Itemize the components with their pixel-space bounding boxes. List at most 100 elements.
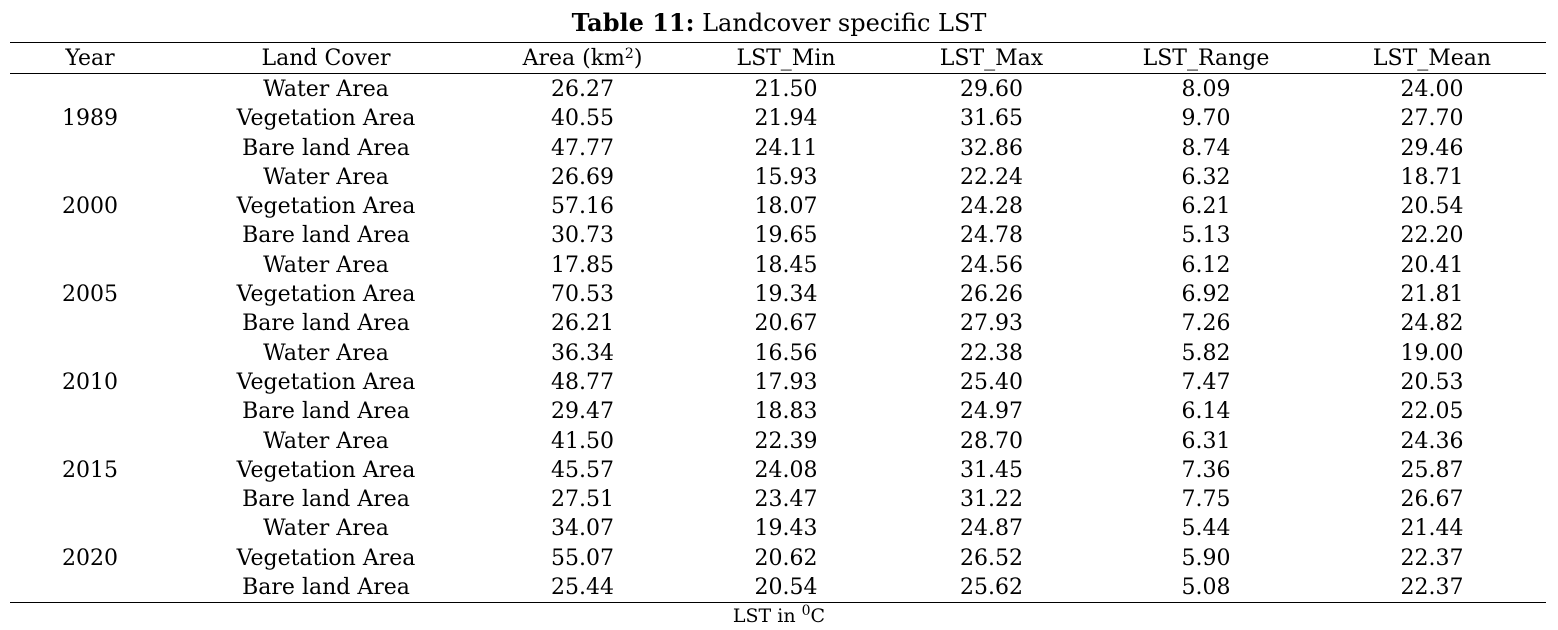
cell-area: 70.53	[551, 282, 614, 308]
cell-lst-max: 31.22	[960, 487, 1023, 513]
cell-land-cover: Bare land Area	[242, 135, 410, 161]
col-header-land-cover: Land Cover	[261, 46, 391, 71]
header-row: Year Land Cover Area (km2) LST_Min LST_M…	[10, 44, 1546, 73]
cell-land-cover: Bare land Area	[242, 575, 410, 601]
cell-area: 26.69	[551, 164, 614, 190]
cell-lst-max: 29.60	[960, 77, 1023, 102]
cell-lst-mean: 21.44	[1400, 516, 1464, 542]
cell-lst-max: 26.26	[960, 282, 1023, 308]
cell-lst-range: 6.31	[1181, 428, 1231, 454]
cell-lst-range: 5.13	[1181, 223, 1231, 249]
cell-year	[10, 251, 170, 280]
cell-lst-max: 26.52	[960, 545, 1023, 571]
cell-year: 2010	[62, 369, 118, 395]
cell-lst-range: 6.32	[1181, 164, 1231, 190]
cell-lst-max: 22.24	[960, 164, 1023, 190]
cell-lst-min: 22.39	[754, 428, 818, 454]
cell-area: 30.73	[551, 223, 614, 249]
cell-land-cover: Bare land Area	[242, 223, 410, 249]
cell-lst-min: 16.56	[754, 340, 818, 366]
cell-lst-mean: 20.53	[1400, 369, 1464, 395]
cell-lst-min: 18.83	[754, 399, 818, 425]
cell-lst-mean: 24.00	[1400, 77, 1464, 102]
cell-lst-range: 6.92	[1181, 282, 1231, 308]
cell-year	[10, 485, 170, 514]
cell-lst-min: 23.47	[754, 487, 818, 513]
cell-lst-max: 31.65	[960, 106, 1023, 132]
cell-lst-range: 8.74	[1181, 135, 1231, 161]
cell-lst-min: 17.93	[754, 369, 818, 395]
cell-lst-min: 20.54	[754, 575, 818, 601]
table-caption: Table 11: Landcover specific LST	[0, 8, 1558, 38]
table-row: 2015 Vegetation Area 45.57 24.08 31.45 7.36 25…	[10, 456, 1546, 485]
cell-lst-min: 24.11	[754, 135, 818, 161]
table-row: Water Area 34.07 19.43 24.87 5.44 21.44	[10, 514, 1546, 543]
cell-lst-range: 7.26	[1181, 311, 1231, 337]
cell-area: 48.77	[551, 369, 614, 395]
cell-area: 26.27	[551, 77, 614, 102]
cell-lst-min: 20.67	[754, 311, 818, 337]
cell-area: 26.21	[551, 311, 614, 337]
cell-year: 2015	[62, 457, 118, 483]
degree-superscript: 0	[801, 603, 811, 619]
cell-lst-range: 7.75	[1181, 487, 1231, 513]
cell-lst-max: 25.40	[960, 369, 1023, 395]
cell-year	[10, 163, 170, 192]
cell-lst-range: 7.47	[1181, 369, 1231, 395]
cell-lst-max: 24.97	[960, 399, 1023, 425]
col-header-lst-max: LST_Max	[939, 46, 1044, 71]
cell-lst-mean: 22.37	[1400, 575, 1464, 601]
cell-lst-min: 19.43	[754, 516, 818, 542]
cell-lst-max: 25.62	[960, 575, 1023, 601]
cell-year	[10, 221, 170, 250]
table-row: Bare land Area 29.47 18.83 24.97 6.14 22.05	[10, 397, 1546, 426]
cell-lst-mean: 22.20	[1400, 223, 1464, 249]
cell-area: 45.57	[551, 457, 614, 483]
cell-lst-min: 21.50	[754, 77, 818, 102]
col-header-lst-mean: LST_Mean	[1372, 46, 1492, 71]
cell-lst-mean: 19.00	[1400, 340, 1464, 366]
cell-lst-mean: 22.37	[1400, 545, 1464, 571]
col-header-year: Year	[65, 46, 115, 71]
cell-lst-mean: 18.71	[1400, 164, 1464, 190]
cell-area: 41.50	[551, 428, 614, 454]
cell-year: 2005	[62, 282, 118, 308]
cell-lst-mean: 21.81	[1400, 282, 1464, 308]
cell-lst-range: 6.12	[1181, 252, 1231, 278]
table-body: Water Area 26.27 21.50 29.60 8.09 24.00 1989 Ve…	[10, 75, 1546, 602]
cell-land-cover: Bare land Area	[242, 399, 410, 425]
cell-lst-range: 5.08	[1181, 575, 1231, 601]
cell-land-cover: Bare land Area	[242, 311, 410, 337]
table-row: 2000 Vegetation Area 57.16 18.07 24.28 6.21 20…	[10, 192, 1546, 221]
cell-lst-max: 24.87	[960, 516, 1023, 542]
cell-year: 2000	[62, 194, 118, 220]
table-row: Bare land Area 26.21 20.67 27.93 7.26 24.82	[10, 309, 1546, 338]
cell-lst-range: 7.36	[1181, 457, 1231, 483]
cell-year: 1989	[62, 106, 118, 132]
bottom-rule	[10, 602, 1546, 603]
cell-lst-range: 5.82	[1181, 340, 1231, 366]
cell-year	[10, 427, 170, 456]
cell-lst-mean: 25.87	[1400, 457, 1464, 483]
cell-lst-max: 22.38	[960, 340, 1023, 366]
cell-lst-max: 31.45	[960, 457, 1023, 483]
cell-area: 17.85	[551, 252, 614, 278]
col-header-area: Area (km2)	[522, 46, 643, 71]
table-row: Bare land Area 25.44 20.54 25.62 5.08 22.37	[10, 573, 1546, 602]
table-row: 2005 Vegetation Area 70.53 19.34 26.26 6.92 21…	[10, 280, 1546, 309]
cell-lst-range: 8.09	[1181, 77, 1231, 102]
top-rule	[10, 42, 1546, 43]
cell-lst-max: 24.56	[960, 252, 1023, 278]
cell-lst-min: 18.45	[754, 252, 818, 278]
cell-land-cover: Vegetation Area	[236, 545, 416, 571]
cell-land-cover: Water Area	[263, 164, 389, 190]
table-row: Water Area 17.85 18.45 24.56 6.12 20.41	[10, 251, 1546, 280]
table-row: Bare land Area 47.77 24.11 32.86 8.74 29.46	[10, 134, 1546, 163]
cell-lst-mean: 29.46	[1400, 135, 1464, 161]
cell-land-cover: Water Area	[263, 252, 389, 278]
table-title: Landcover specific LST	[694, 9, 987, 37]
table-row: Water Area 26.69 15.93 22.24 6.32 18.71	[10, 163, 1546, 192]
cell-land-cover: Vegetation Area	[236, 457, 416, 483]
cell-year	[10, 75, 170, 104]
cell-lst-mean: 22.05	[1400, 399, 1464, 425]
